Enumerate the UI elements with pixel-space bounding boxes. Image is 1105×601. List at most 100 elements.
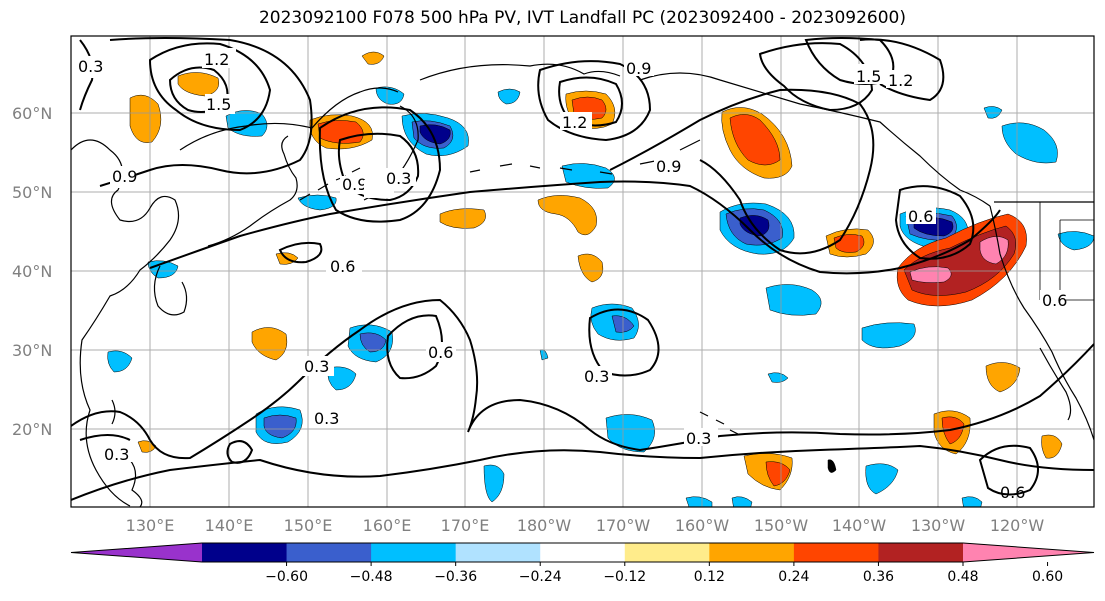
- colorbar-segment: [540, 543, 626, 562]
- asia-coastline: [71, 139, 180, 507]
- contour-label: 0.3: [314, 409, 339, 428]
- contour-labels: 1.2 1.5 0.9 1.2 0.9 0.9 0.6 0.3 0.3 0.6 …: [76, 48, 1067, 502]
- colorbar-segment: [709, 543, 795, 562]
- colorbar-tick-label: 0.12: [694, 569, 725, 585]
- contour-1.2-bering: [558, 76, 623, 127]
- pv-negative-region: [483, 464, 505, 503]
- pv-positive-region: [251, 327, 288, 361]
- philippines-coastline: [129, 459, 143, 507]
- lon-label: 150°E: [284, 516, 333, 535]
- pv-positive-region: [985, 362, 1021, 393]
- pv-positive-region: [1041, 434, 1063, 459]
- contour-0.3-nw: [79, 39, 94, 111]
- chukotka-coastline: [419, 63, 621, 81]
- pv-negative-region: [497, 88, 521, 105]
- contour-label: 1.2: [888, 71, 913, 90]
- colorbar-segment: [793, 543, 879, 562]
- pv-shading: [107, 51, 1094, 507]
- colorbar-segment: [624, 543, 710, 562]
- contour-label: 0.6: [1000, 483, 1025, 502]
- contour-1.2-gulf: [758, 42, 874, 112]
- pv-positive-region: [439, 208, 486, 229]
- graticule: [71, 36, 1094, 507]
- contour-label: 1.2: [562, 113, 587, 132]
- contour-0.3-west: [79, 434, 131, 441]
- pv-negative-region: [1001, 122, 1058, 164]
- colorbar-tick-label: −0.36: [434, 569, 477, 585]
- korea-coastline: [153, 265, 188, 316]
- colorbar-tick-label: −0.12: [603, 569, 646, 585]
- pv-negative-region: [263, 414, 297, 439]
- contour-label: 0.6: [330, 257, 355, 276]
- colorbar-segment: [455, 543, 541, 562]
- alaska-coastline: [639, 72, 991, 207]
- lat-label: 20°N: [12, 420, 52, 439]
- contour-label: 0.9: [656, 157, 681, 176]
- contour-0.3-central: [588, 308, 660, 377]
- pv-negative-region: [865, 463, 899, 495]
- contour-0.6-main: [149, 180, 1001, 275]
- colorbar-segment: [286, 543, 372, 562]
- pv-strong-positive: [941, 416, 965, 445]
- lon-label: 150°W: [754, 516, 809, 535]
- lon-label: 120°W: [990, 516, 1045, 535]
- pv-positive-region: [827, 459, 837, 473]
- contour-0.3-main: [71, 298, 1094, 460]
- contour-label: 1.5: [856, 67, 881, 86]
- colorbar-extend-max: [963, 543, 1094, 562]
- lat-label: 30°N: [12, 341, 52, 360]
- colorbar-tick-label: −0.60: [265, 569, 308, 585]
- aleutian-islands: [469, 139, 701, 175]
- pv-negative-region: [685, 496, 713, 507]
- pv-strong-negative: [419, 124, 451, 145]
- colorbar-tick-label: −0.48: [350, 569, 393, 585]
- colorbar-extend-min: [71, 543, 202, 562]
- north-america-coastline: [989, 205, 1094, 441]
- lon-label: 160°E: [363, 516, 412, 535]
- baja-coastline: [1039, 347, 1072, 421]
- contour-label: 0.6: [428, 343, 453, 362]
- colorbar-tick-label: 0.24: [778, 569, 809, 585]
- contour-label: 0.3: [304, 357, 329, 376]
- contour-0.6-central: [386, 314, 443, 380]
- contour-0.9-bering: [537, 60, 652, 142]
- colorbar-segment: [371, 543, 457, 562]
- pv-positive-region: [577, 253, 604, 283]
- contour-0.9-kamchatka: [318, 106, 442, 223]
- colorbar-segment: [202, 543, 288, 562]
- pv-negative-region: [861, 322, 916, 349]
- pv-negative-region: [961, 496, 983, 507]
- contour-0.3-hawaii-east: [978, 444, 1039, 496]
- us-state-lines: [1039, 202, 1094, 301]
- contour-label: 0.3: [386, 169, 411, 188]
- contour-label: 0.3: [78, 57, 103, 76]
- colorbar-tick-label: 0.60: [1032, 569, 1063, 585]
- pv-negative-region: [327, 366, 357, 391]
- colorbar-segment: [878, 543, 964, 562]
- map-title: 2023092100 F078 500 hPa PV, IVT Landfall…: [258, 8, 906, 28]
- lon-label: 180°W: [517, 516, 572, 535]
- contour-label: 0.9: [626, 59, 651, 78]
- contour-0.9-arc: [609, 88, 875, 255]
- lat-label: 40°N: [12, 262, 52, 281]
- contour-label: 0.6: [1042, 291, 1067, 310]
- pv-negative-region: [359, 332, 387, 353]
- contour-label: 0.6: [908, 207, 933, 226]
- kuril-islands: [299, 167, 361, 201]
- pv-strong-positive: [729, 114, 781, 166]
- latitude-labels: 60°N 50°N 40°N 30°N 20°N: [12, 104, 52, 439]
- lon-label: 130°W: [911, 516, 966, 535]
- pv-positive-region: [537, 195, 597, 236]
- hawaii-islands: [699, 411, 739, 435]
- longitude-labels: 130°E 140°E 150°E 160°E 170°E 180°W 170°…: [126, 516, 1045, 535]
- contour-0.9-okhotsk: [99, 37, 313, 187]
- pv-negative-region: [1057, 231, 1094, 251]
- contour-label: 0.9: [112, 167, 137, 186]
- contour-1.2-okhotsk: [148, 42, 272, 132]
- lon-label: 140°E: [205, 516, 254, 535]
- contour-label: 0.3: [686, 429, 711, 448]
- contour-label: 1.5: [206, 95, 231, 114]
- lon-label: 130°E: [126, 516, 175, 535]
- colorbar: −0.60 −0.48 −0.36 −0.24 −0.12 0.12 0.24 0.36 0.4…: [70, 542, 1095, 585]
